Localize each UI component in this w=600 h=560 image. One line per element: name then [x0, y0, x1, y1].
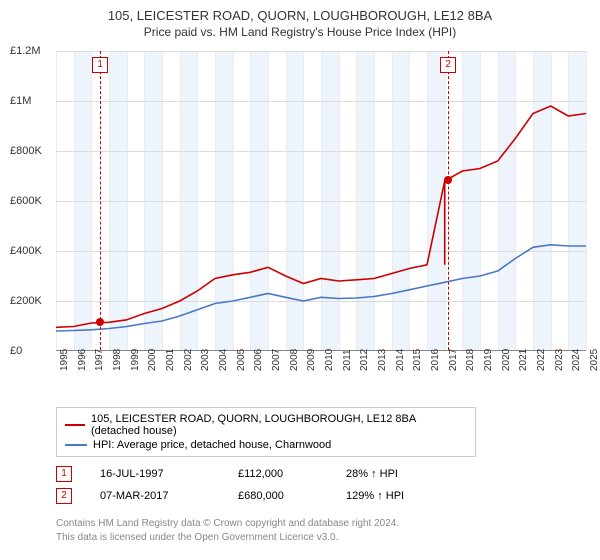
x-axis-label: 2009	[306, 349, 317, 371]
x-axis-label: 2014	[395, 349, 406, 371]
x-axis-label: 2025	[589, 349, 600, 371]
event-date: 16-JUL-1997	[100, 468, 210, 480]
event-marker-box: 2	[56, 488, 72, 504]
footer-attribution: Contains HM Land Registry data © Crown c…	[56, 517, 590, 544]
y-axis-label: £400K	[10, 245, 42, 257]
x-axis-label: 2016	[430, 349, 441, 371]
x-axis-label: 2024	[571, 349, 582, 371]
x-axis-label: 2001	[165, 349, 176, 371]
event-date: 07-MAR-2017	[100, 490, 210, 502]
x-axis-label: 1995	[59, 349, 70, 371]
x-axis-label: 2005	[236, 349, 247, 371]
event-dot	[96, 318, 104, 326]
event-price: £680,000	[238, 490, 318, 502]
x-axis-label: 1996	[77, 349, 88, 371]
x-axis-label: 2008	[289, 349, 300, 371]
event-guideline	[100, 51, 101, 350]
y-axis-label: £1M	[10, 95, 31, 107]
x-axis-label: 2003	[200, 349, 211, 371]
y-axis-label: £800K	[10, 145, 42, 157]
x-axis-label: 2010	[324, 349, 335, 371]
legend-label: 105, LEICESTER ROAD, QUORN, LOUGHBOROUGH…	[91, 413, 467, 437]
y-axis-label: £600K	[10, 195, 42, 207]
legend-label: HPI: Average price, detached house, Char…	[93, 439, 331, 451]
x-axis-label: 1997	[94, 349, 105, 371]
event-dot	[444, 176, 452, 184]
chart-subtitle: Price paid vs. HM Land Registry's House …	[10, 25, 590, 39]
x-axis-label: 2023	[554, 349, 565, 371]
footer-line: Contains HM Land Registry data © Crown c…	[56, 517, 590, 531]
y-axis-label: £0	[10, 345, 22, 357]
plot-region: 1995199619971998199920002001200220032004…	[56, 51, 586, 351]
legend-row: 105, LEICESTER ROAD, QUORN, LOUGHBOROUGH…	[65, 412, 467, 438]
event-delta: 129% ↑ HPI	[346, 490, 404, 502]
x-axis-label: 2007	[271, 349, 282, 371]
x-axis-label: 2022	[536, 349, 547, 371]
x-axis-label: 2006	[253, 349, 264, 371]
x-axis-label: 2015	[412, 349, 423, 371]
event-row: 2 07-MAR-2017 £680,000 129% ↑ HPI	[56, 485, 590, 507]
x-axis-label: 2004	[218, 349, 229, 371]
event-marker-box: 1	[56, 466, 72, 482]
legend: 105, LEICESTER ROAD, QUORN, LOUGHBOROUGH…	[56, 407, 476, 457]
y-axis-label: £200K	[10, 295, 42, 307]
footer-line: This data is licensed under the Open Gov…	[56, 531, 590, 545]
gridline-vertical	[586, 51, 587, 350]
x-axis-label: 2020	[501, 349, 512, 371]
x-axis-label: 2000	[147, 349, 158, 371]
x-axis-label: 2012	[359, 349, 370, 371]
x-axis-label: 1999	[130, 349, 141, 371]
event-delta: 28% ↑ HPI	[346, 468, 398, 480]
event-guideline	[448, 51, 449, 350]
event-marker-box: 2	[440, 57, 456, 73]
event-row: 1 16-JUL-1997 £112,000 28% ↑ HPI	[56, 463, 590, 485]
event-price: £112,000	[238, 468, 318, 480]
x-axis-label: 2017	[448, 349, 459, 371]
y-axis-label: £1.2M	[10, 45, 41, 57]
x-axis-label: 2011	[342, 349, 353, 371]
chart-title: 105, LEICESTER ROAD, QUORN, LOUGHBOROUGH…	[10, 8, 590, 23]
event-marker-box: 1	[92, 57, 108, 73]
chart-svg	[56, 51, 586, 351]
events-table: 1 16-JUL-1997 £112,000 28% ↑ HPI 2 07-MA…	[56, 463, 590, 507]
x-axis-label: 2019	[483, 349, 494, 371]
chart-area: 1995 1996 1997 1998 1999 2000 2001 2002 2003 2004…	[10, 47, 590, 377]
x-axis-label: 2018	[465, 349, 476, 371]
legend-swatch	[65, 444, 87, 446]
x-axis-label: 1998	[112, 349, 123, 371]
x-axis-label: 2021	[518, 349, 529, 371]
x-axis-label: 2013	[377, 349, 388, 371]
legend-row: HPI: Average price, detached house, Char…	[65, 438, 467, 452]
x-axis-label: 2002	[183, 349, 194, 371]
legend-swatch	[65, 424, 85, 426]
series-line-price_paid	[56, 106, 586, 327]
series-line-hpi	[56, 245, 586, 331]
